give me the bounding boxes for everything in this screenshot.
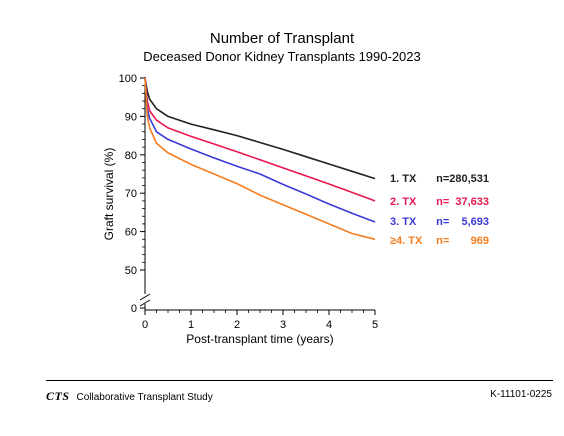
series-line-1 <box>144 77 376 180</box>
legend-label: 1. TX <box>390 173 417 185</box>
x-axis-label: Post-transplant time (years) <box>186 332 333 346</box>
footer-divider <box>46 380 553 381</box>
series-line-3 <box>144 77 376 223</box>
legend-count: n=280,531 <box>436 173 489 185</box>
y-tick-label: 100 <box>119 73 137 85</box>
series-line-2 <box>144 77 376 202</box>
y-tick-label: 70 <box>125 188 137 200</box>
legend-count: n= 969 <box>436 235 489 247</box>
y-tick-label: 0 <box>131 303 137 315</box>
footer-branding: CTS Collaborative Transplant Study <box>46 389 213 404</box>
series-line-4 <box>144 77 376 241</box>
footer-code: K-11101-0225 <box>490 389 552 400</box>
legend-label: ≥4. TX <box>390 235 423 247</box>
footer-org-name: Collaborative Transplant Study <box>76 392 213 403</box>
cts-logo: CTS <box>46 389 70 403</box>
x-tick-label: 5 <box>372 319 378 331</box>
chart-subtitle: Deceased Donor Kidney Transplants 1990-2… <box>143 49 421 64</box>
legend-label: 2. TX <box>390 196 417 208</box>
legend-label: 3. TX <box>390 216 417 228</box>
y-axis-break-mark <box>139 293 151 301</box>
x-tick-label: 4 <box>326 319 332 331</box>
x-tick-label: 3 <box>280 319 286 331</box>
legend-count: n= 37,633 <box>436 196 489 208</box>
y-tick-label: 80 <box>125 150 137 162</box>
x-tick-label: 1 <box>188 319 194 331</box>
y-tick-label: 60 <box>125 227 137 239</box>
y-tick-label: 50 <box>125 265 137 277</box>
legend-count: n= 5,693 <box>436 216 489 228</box>
y-tick-label: 90 <box>125 111 137 123</box>
chart-title: Number of Transplant <box>209 30 355 47</box>
x-tick-label: 0 <box>142 319 148 331</box>
x-tick-label: 2 <box>234 319 240 331</box>
y-axis-label: Graft survival (%) <box>102 148 116 241</box>
y-axis-break-mark <box>139 299 151 307</box>
